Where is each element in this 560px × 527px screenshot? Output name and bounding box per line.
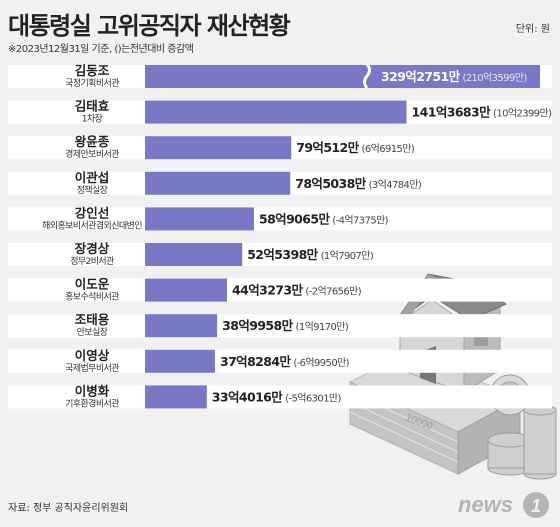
person-name: 이병화 [75, 383, 110, 398]
bar [145, 100, 407, 124]
value-label: 58억9065만 (-4억7375만) [259, 211, 389, 226]
value-label: 33억4016만 (-5억6301만) [212, 389, 342, 404]
value-label: 141억3683만 (10억2399만) [412, 105, 553, 120]
chart-note: ※2023년12월31일 기준, ()는전년대비 증감액 [8, 44, 194, 55]
person-name: 이영상 [75, 348, 110, 363]
person-name: 이관섭 [75, 170, 110, 185]
bar [145, 136, 292, 160]
person-title: 1차장 [82, 113, 103, 125]
change-label: (-6억9950만) [293, 357, 349, 369]
person-title: 홍보수석비서관 [65, 291, 119, 303]
source-text: 자료: 정부 공직자윤리위원회 [8, 503, 129, 514]
bar [145, 171, 291, 195]
bar [145, 314, 218, 338]
house-money-illustration: 10000 [348, 273, 557, 480]
bar [145, 385, 207, 409]
person-title: 안보실장 [77, 327, 108, 338]
row-background [8, 349, 552, 373]
person-title: 국정기획비서관 [65, 77, 119, 89]
person-name: 조태용 [75, 312, 110, 327]
bar [145, 207, 254, 231]
change-label: (210억3599만) [462, 72, 527, 84]
change-label: (-5억6301만) [285, 392, 341, 404]
unit-label: 단위: 원 [515, 24, 550, 35]
person-name: 장경상 [75, 241, 110, 256]
person-title: 국제법무비서관 [65, 363, 119, 374]
person-name: 이도운 [75, 277, 110, 292]
person-name: 왕윤종 [75, 134, 110, 149]
person-title: 해외홍보비서관겸외신대변인 [42, 219, 142, 231]
svg-text:1: 1 [531, 496, 541, 516]
bar [145, 243, 243, 266]
bar [145, 65, 540, 88]
value-label: 38억9958만 (1억9170만) [222, 318, 349, 333]
person-name: 김동조 [75, 63, 110, 78]
change-label: (10억2399만) [493, 108, 552, 120]
svg-text:news: news [458, 492, 513, 517]
news1-logo: news 1 [458, 492, 549, 518]
row-background [8, 385, 552, 409]
change-label: (-2억7656만) [305, 286, 361, 298]
value-label: 44억3273만 (-2억7656만) [232, 283, 362, 298]
row-background [8, 314, 552, 338]
change-label: (3억4784만) [369, 179, 422, 191]
row-background [8, 207, 552, 231]
value-label: 78억5038만 (3억4784만) [295, 176, 422, 191]
person-title: 정무2비서관 [70, 256, 114, 267]
person-title: 경제안보비서관 [65, 148, 119, 160]
value-label: 329억2751만 (210억3599만) [381, 69, 527, 84]
row-background [8, 278, 552, 302]
change-label: (1억7907만) [321, 250, 374, 262]
value-label: 52억5398만 (1억7907만) [247, 247, 374, 262]
person-title: 기후환경비서관 [65, 397, 119, 409]
axis-break-mark [363, 63, 371, 89]
change-label: (6억6915만) [362, 143, 415, 155]
chart-title: 대통령실 고위공직자 재산현황 [8, 12, 291, 40]
change-label: (-4억7375만) [332, 214, 388, 226]
person-name: 강인선 [75, 205, 110, 220]
bar [145, 278, 228, 302]
change-label: (1억9170만) [296, 321, 349, 333]
person-title: 정책실장 [77, 184, 108, 196]
value-label: 79억512만 (6억6915만) [296, 140, 415, 155]
bar [145, 349, 215, 373]
person-name: 김태효 [75, 99, 110, 114]
value-label: 37억8284만 (-6억9950만) [220, 354, 350, 369]
row-background [8, 243, 552, 266]
